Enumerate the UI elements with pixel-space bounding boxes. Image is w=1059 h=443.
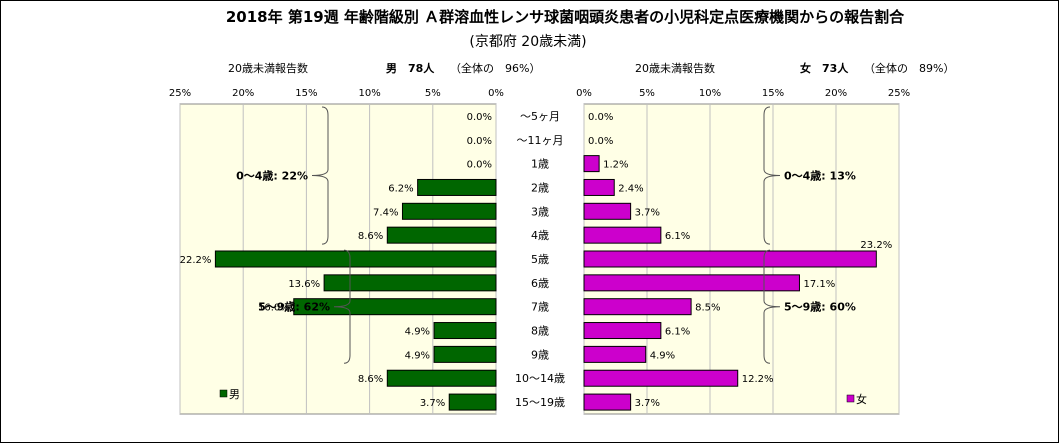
category-label: 7歳 — [531, 301, 549, 314]
value-label-female: 0.0% — [588, 112, 613, 123]
bar-female — [583, 322, 662, 340]
bar-female — [583, 298, 692, 316]
group-brace-female — [763, 249, 781, 364]
tick-label-female: 10% — [699, 88, 721, 99]
category-label: 10〜14歳 — [515, 372, 565, 385]
value-label-female: 0.0% — [588, 136, 613, 147]
male-header-label: 20歳未満報告数 — [228, 62, 308, 75]
value-label-male: 4.9% — [405, 327, 430, 338]
value-label-male: 7.4% — [373, 207, 398, 218]
legend-label-male: 男 — [229, 388, 240, 401]
value-label-male: 22.2% — [180, 255, 212, 266]
value-label-female: 6.1% — [665, 327, 690, 338]
tick-label-male: 20% — [232, 88, 254, 99]
value-label-male: 13.6% — [288, 279, 320, 290]
category-label: 2歳 — [531, 181, 549, 194]
bar-male — [323, 274, 497, 292]
value-label-male: 16.0% — [258, 303, 290, 314]
value-label-male: 8.6% — [358, 231, 383, 242]
group-label-male: 5〜9歳: 62% — [258, 300, 330, 314]
tick-label-male: 5% — [425, 88, 441, 99]
bar-male — [386, 226, 497, 244]
value-label-female: 2.4% — [618, 183, 643, 194]
bar-male — [433, 322, 497, 340]
tick-label-female: 20% — [825, 88, 847, 99]
bar-male — [433, 345, 497, 363]
bar-female — [583, 202, 632, 220]
tick-label-female: 15% — [762, 88, 784, 99]
category-label: 8歳 — [531, 325, 549, 338]
value-label-female: 17.1% — [803, 279, 835, 290]
value-label-female: 23.2% — [860, 240, 892, 251]
bar-female — [583, 250, 877, 268]
category-label: 5歳 — [531, 253, 549, 266]
category-label: 6歳 — [531, 277, 549, 290]
tick-label-male: 0% — [488, 88, 504, 99]
group-brace-male — [311, 106, 329, 245]
group-label-male: 0〜4歳: 22% — [236, 169, 308, 183]
category-label: 3歳 — [531, 205, 549, 218]
value-label-female: 3.7% — [635, 207, 660, 218]
group-brace-female — [763, 106, 781, 245]
value-label-male: 0.0% — [467, 160, 492, 171]
value-label-male: 0.0% — [467, 136, 492, 147]
value-label-female: 8.5% — [695, 303, 720, 314]
tick-label-female: 0% — [576, 88, 592, 99]
value-label-female: 3.7% — [635, 398, 660, 409]
bar-female — [583, 369, 739, 387]
group-label-female: 0〜4歳: 13% — [784, 169, 856, 183]
bar-male — [293, 298, 497, 316]
bar-female — [583, 155, 600, 173]
tick-label-male: 15% — [295, 88, 317, 99]
value-label-female: 1.2% — [603, 160, 628, 171]
bar-female — [583, 393, 632, 411]
legend-swatch-female — [846, 394, 855, 403]
male-header-count: 男 78人 — [386, 61, 435, 75]
tick-label-male: 25% — [169, 88, 191, 99]
legend-label-female: 女 — [856, 392, 867, 406]
value-label-female: 12.2% — [742, 374, 774, 385]
category-label: 9歳 — [531, 348, 549, 361]
bar-male — [386, 369, 497, 387]
value-label-female: 6.1% — [665, 231, 690, 242]
category-label: 〜5ヶ月 — [520, 110, 560, 123]
male-header-share: （全体の 96%） — [450, 61, 540, 75]
bar-male — [448, 393, 497, 411]
tick-label-female: 5% — [639, 88, 655, 99]
category-label: 1歳 — [531, 158, 549, 171]
value-label-male: 8.6% — [358, 374, 383, 385]
value-label-male: 4.9% — [405, 350, 430, 361]
bar-male — [417, 178, 497, 196]
group-brace-male — [333, 249, 351, 364]
bar-male — [214, 250, 497, 268]
tick-label-female: 25% — [888, 88, 910, 99]
chart-title: 2018年 第19週 年齢階級別 Ａ群溶血性レンサ球菌咽頭炎患者の小児科定点医療… — [226, 8, 905, 26]
legend-swatch-male — [219, 389, 228, 398]
category-label: 15〜19歳 — [515, 396, 565, 409]
female-header-label: 20歳未満報告数 — [635, 62, 715, 75]
chart-subtitle: (京都府 20歳未満) — [469, 34, 586, 50]
category-label: 4歳 — [531, 229, 549, 242]
bar-female — [583, 226, 662, 244]
group-label-female: 5〜9歳: 60% — [784, 300, 856, 314]
value-label-male: 0.0% — [467, 112, 492, 123]
value-label-male: 3.7% — [420, 398, 445, 409]
bar-female — [583, 274, 800, 292]
female-header-share: （全体の 89%） — [864, 61, 954, 75]
category-label: 〜11ヶ月 — [517, 134, 564, 147]
tick-label-male: 10% — [358, 88, 380, 99]
bar-female — [583, 345, 647, 363]
value-label-male: 6.2% — [388, 183, 413, 194]
bar-male — [401, 202, 497, 220]
value-label-female: 4.9% — [650, 350, 675, 361]
bar-female — [583, 178, 615, 196]
female-header-count: 女 73人 — [800, 61, 849, 75]
